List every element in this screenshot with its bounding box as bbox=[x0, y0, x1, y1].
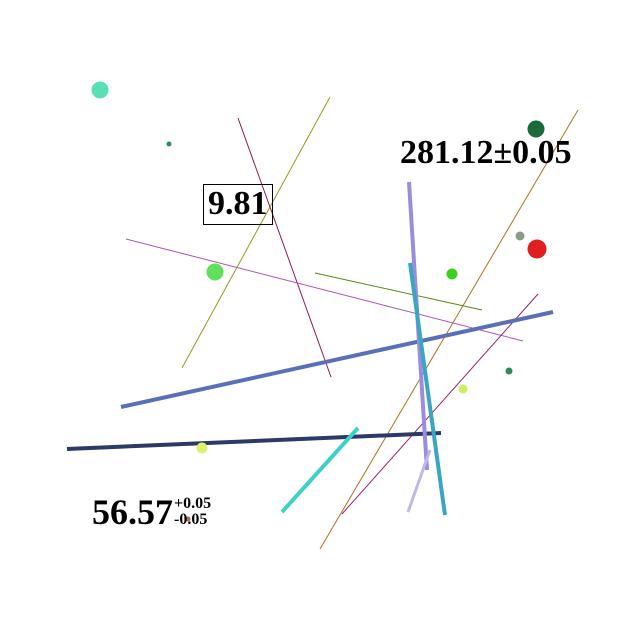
magenta-line bbox=[341, 293, 539, 515]
maroon-line bbox=[237, 117, 332, 378]
brown-line bbox=[319, 109, 579, 550]
yellow-green-dot bbox=[458, 384, 468, 394]
aquamarine-dot bbox=[91, 81, 109, 99]
gray-green-dot bbox=[515, 231, 525, 241]
error-minus: -0.05 bbox=[174, 511, 208, 528]
error-plus: +0.05 bbox=[174, 495, 212, 512]
slate-blue-line bbox=[120, 310, 554, 409]
tiny-brown-dot bbox=[185, 516, 191, 522]
small-teal-dot bbox=[166, 141, 172, 147]
pale-yellow-dot bbox=[196, 442, 208, 454]
measurement-label-bottom-left: 56.57 +0.05 -0.05 bbox=[92, 494, 211, 530]
teal-line bbox=[408, 262, 447, 516]
lime-dot bbox=[206, 263, 224, 281]
bright-green-dot bbox=[446, 268, 458, 280]
light-lavender-line bbox=[406, 449, 432, 513]
turquoise-line bbox=[280, 426, 360, 514]
boxed-measurement-label: 9.81 bbox=[203, 184, 273, 225]
red-dot bbox=[527, 239, 547, 259]
green-line bbox=[314, 272, 483, 311]
navy-line bbox=[66, 431, 442, 451]
measurement-error: +0.05 -0.05 bbox=[174, 496, 211, 528]
thick-lines bbox=[66, 181, 554, 516]
olive-line bbox=[181, 96, 331, 369]
measurement-label-top-right: 281.12±0.05 bbox=[400, 134, 572, 171]
dots bbox=[91, 81, 547, 522]
sea-green-dot bbox=[505, 367, 513, 375]
measurement-value: 56.57 bbox=[92, 492, 173, 532]
thin-lines bbox=[125, 96, 579, 550]
purple-line bbox=[125, 238, 524, 342]
dark-green-dot bbox=[527, 120, 545, 138]
